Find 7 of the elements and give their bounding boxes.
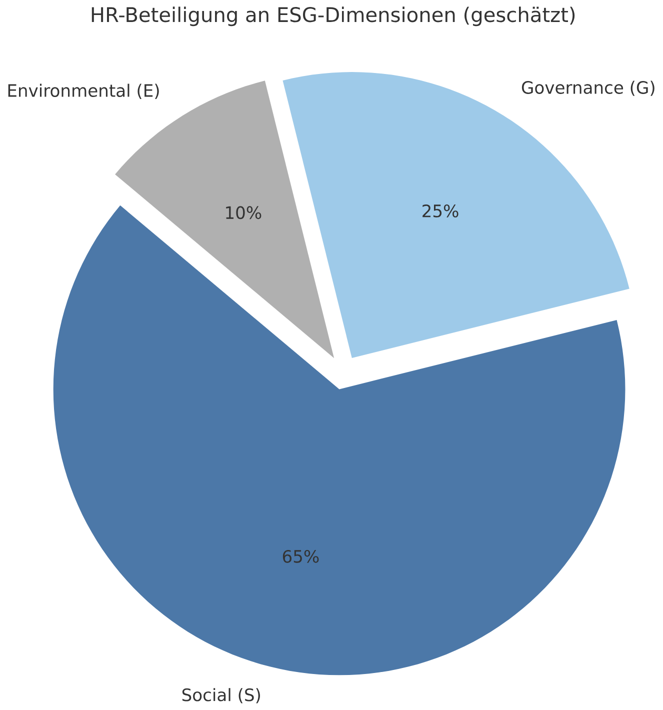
slice-label: Governance (G) — [522, 80, 655, 96]
slice-label: Environmental (E) — [8, 84, 160, 99]
data-label: 25% — [422, 204, 459, 218]
slice-label: Social (S) — [182, 688, 260, 704]
data-label: 65% — [283, 550, 319, 563]
chart-title: HR-Beteiligung an ESG-Dimensionen (geschätzt) — [92, 6, 575, 26]
data-label: 10% — [226, 206, 262, 220]
